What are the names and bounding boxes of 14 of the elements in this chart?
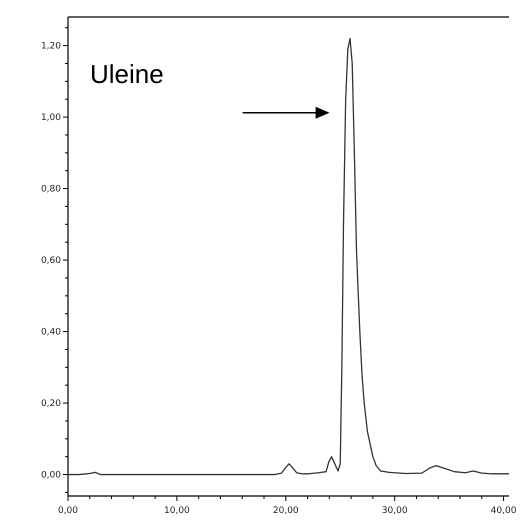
x-tick-label: 10,00 <box>164 506 190 516</box>
annotation: Uleine <box>90 58 164 89</box>
y-tick-label: 0,60 <box>40 256 62 266</box>
y-tick-label: 0,20 <box>40 399 62 410</box>
y-tick-label: 1,00 <box>40 113 62 124</box>
x-tick-label: 20,00 <box>272 506 299 516</box>
y-tick-label: 0,00 <box>40 470 62 481</box>
y-tick-label: 0,40 <box>40 328 62 338</box>
line-series <box>67 38 510 476</box>
x-tick-label: 0,00 <box>58 506 78 516</box>
x-tick-label: 30,00 <box>382 506 408 516</box>
y-tick-label: 0,80 <box>40 184 62 195</box>
y-tick-label: 1,20 <box>40 42 62 52</box>
x-tick-label: 40,00 <box>490 506 517 516</box>
